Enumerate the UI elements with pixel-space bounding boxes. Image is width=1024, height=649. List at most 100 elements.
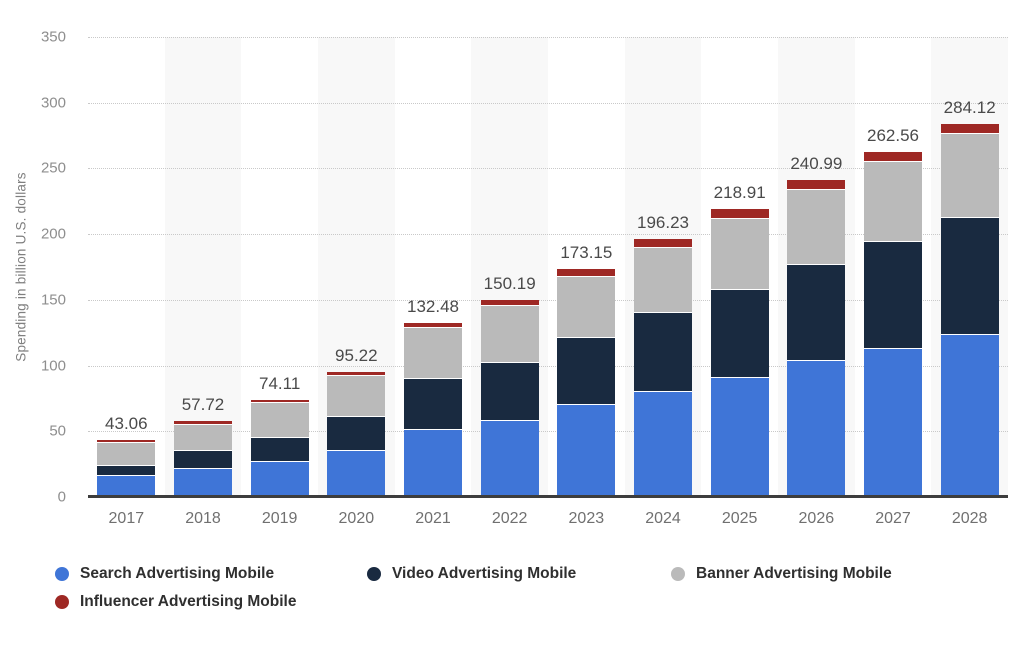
bar-2022-banner-segment[interactable] [480,305,539,363]
bar-2026-influencer-segment[interactable] [787,180,846,189]
y-axis-title: Spending in billion U.S. dollars [13,172,29,362]
bar-2019-video-segment[interactable] [250,437,309,461]
x-tick-label-2020: 2020 [338,510,375,527]
bar-2024-search-segment[interactable] [634,390,692,497]
total-label-2021: 132.48 [406,296,459,316]
bar-2023-influencer-segment[interactable] [557,269,616,276]
bar-2017-video-segment[interactable] [97,464,156,475]
gridline-100 [88,365,1008,367]
bar-2027-search-segment[interactable] [864,347,922,497]
legend-label-video: Video Advertising Mobile [392,565,577,582]
x-tick-label-2019: 2019 [261,510,298,527]
total-label-2019: 74.11 [259,373,301,393]
bar-2028-search-segment[interactable] [940,334,999,497]
gridline-200 [88,234,1008,236]
bar-2020-influencer-segment[interactable] [327,371,386,375]
x-tick-label-2017: 2017 [108,510,145,527]
column-band-2018 [164,37,242,497]
y-tick-label-100: 100 [40,357,66,375]
bar-2024-influencer-segment[interactable] [634,239,692,248]
x-tick-label-2024: 2024 [645,510,681,527]
y-tick-label-250: 250 [40,159,66,177]
bar-2028-video-segment[interactable] [940,217,999,335]
total-label-2027: 262.56 [866,125,919,145]
bar-2027-influencer-segment[interactable] [864,151,922,161]
bar-2027-banner-segment[interactable] [864,160,922,241]
bar-2022 [480,299,539,497]
bar-2017-banner-segment[interactable] [97,442,156,465]
y-tick-label-350: 350 [40,28,66,46]
bar-2021-banner-segment[interactable] [404,327,462,378]
y-tick-label-300: 300 [40,94,66,112]
bar-2019-banner-segment[interactable] [250,401,309,438]
bar-2028-influencer-segment[interactable] [940,123,999,133]
total-label-2017: 43.06 [105,414,148,434]
legend-label-search: Search Advertising Mobile [80,565,275,582]
bar-2023-search-segment[interactable] [557,404,616,497]
bar-2021-search-segment[interactable] [404,428,462,497]
bar-2025-video-segment[interactable] [710,288,769,378]
bar-2019-search-segment[interactable] [250,460,309,497]
bar-2026-video-segment[interactable] [787,263,846,361]
bar-2019-influencer-segment[interactable] [250,399,309,402]
bar-2025-banner-segment[interactable] [710,217,769,289]
bar-2017-influencer-segment[interactable] [97,440,156,443]
x-tick-label-2026: 2026 [798,510,835,527]
legend-marker-search-icon [55,567,69,581]
legend-item-video-advertising-mobile[interactable]: Video Advertising Mobile [367,565,576,583]
y-tick-label-150: 150 [40,291,66,309]
bar-2018-video-segment[interactable] [174,449,232,469]
bar-2022-search-segment[interactable] [480,419,539,497]
bar-2020-search-segment[interactable] [327,450,386,497]
bar-2027-video-segment[interactable] [864,240,922,348]
legend-item-search-advertising-mobile[interactable]: Search Advertising Mobile [55,565,274,583]
bar-2022-influencer-segment[interactable] [480,299,539,306]
bar-2026-banner-segment[interactable] [787,188,846,264]
bar-2025 [710,209,769,497]
y-tick-label-50: 50 [49,422,66,440]
bar-2028-banner-segment[interactable] [940,132,999,218]
x-tick-label-2028: 2028 [951,510,988,527]
bar-2023-video-segment[interactable] [557,337,616,405]
legend: Search Advertising Mobile Video Advertisi… [0,563,1024,623]
x-tick-label-2027: 2027 [875,510,911,527]
bar-2025-influencer-segment[interactable] [710,209,769,218]
total-label-2026: 240.99 [790,154,843,174]
bar-2023 [557,269,616,497]
bar-2025-search-segment[interactable] [710,377,769,497]
bar-2020-video-segment[interactable] [327,416,386,451]
bar-2026 [787,180,846,497]
bar-2020 [327,371,386,497]
bar-2022-video-segment[interactable] [480,362,539,420]
legend-marker-influencer-icon [55,595,69,609]
legend-item-banner-advertising-mobile[interactable]: Banner Advertising Mobile [671,565,892,583]
legend-item-influencer-advertising-mobile[interactable]: Influencer Advertising Mobile [55,593,296,611]
bar-2024-banner-segment[interactable] [634,247,692,313]
gridline-150 [88,299,1008,301]
bar-2028 [940,123,999,497]
bar-2018-search-segment[interactable] [174,468,232,497]
y-tick-label-0: 0 [57,488,66,506]
y-tick-label-200: 200 [40,225,66,243]
x-tick-label-2023: 2023 [568,510,605,527]
bar-2017 [97,440,156,497]
total-label-2028: 284.12 [943,97,996,117]
bar-2018-influencer-segment[interactable] [174,421,232,424]
bar-2021-video-segment[interactable] [404,377,462,429]
legend-marker-video-icon [367,567,381,581]
bar-2020-banner-segment[interactable] [327,374,386,417]
bar-2021-influencer-segment[interactable] [404,322,462,328]
bar-2026-search-segment[interactable] [787,360,846,497]
legend-label-banner: Banner Advertising Mobile [696,565,892,582]
bar-2023-banner-segment[interactable] [557,275,616,338]
bar-2019 [250,399,309,497]
x-axis-line [88,495,1008,498]
gridline-50 [88,431,1008,433]
x-tick-label-2022: 2022 [491,510,528,527]
bar-2018-banner-segment[interactable] [174,423,232,450]
gridline-350 [88,37,1008,38]
x-tick-label-2025: 2025 [721,510,758,527]
bar-2024-video-segment[interactable] [634,312,692,391]
bar-2017-search-segment[interactable] [97,474,156,497]
